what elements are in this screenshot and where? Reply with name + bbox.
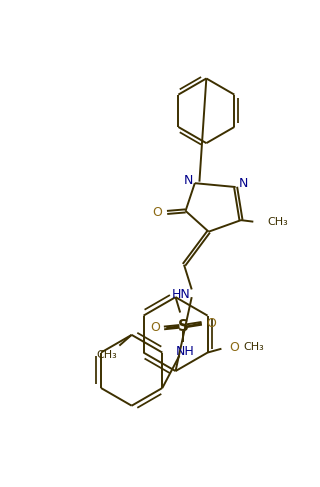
Text: O: O [151,321,160,335]
Text: N: N [184,174,193,187]
Text: CH₃: CH₃ [243,342,264,352]
Text: N: N [239,177,248,189]
Text: CH₃: CH₃ [267,217,288,226]
Text: HN: HN [172,287,190,300]
Text: S: S [178,319,189,334]
Text: O: O [229,341,239,354]
Text: O: O [152,206,162,219]
Text: NH: NH [176,344,195,357]
Text: CH₃: CH₃ [97,350,117,360]
Text: O: O [206,317,216,330]
